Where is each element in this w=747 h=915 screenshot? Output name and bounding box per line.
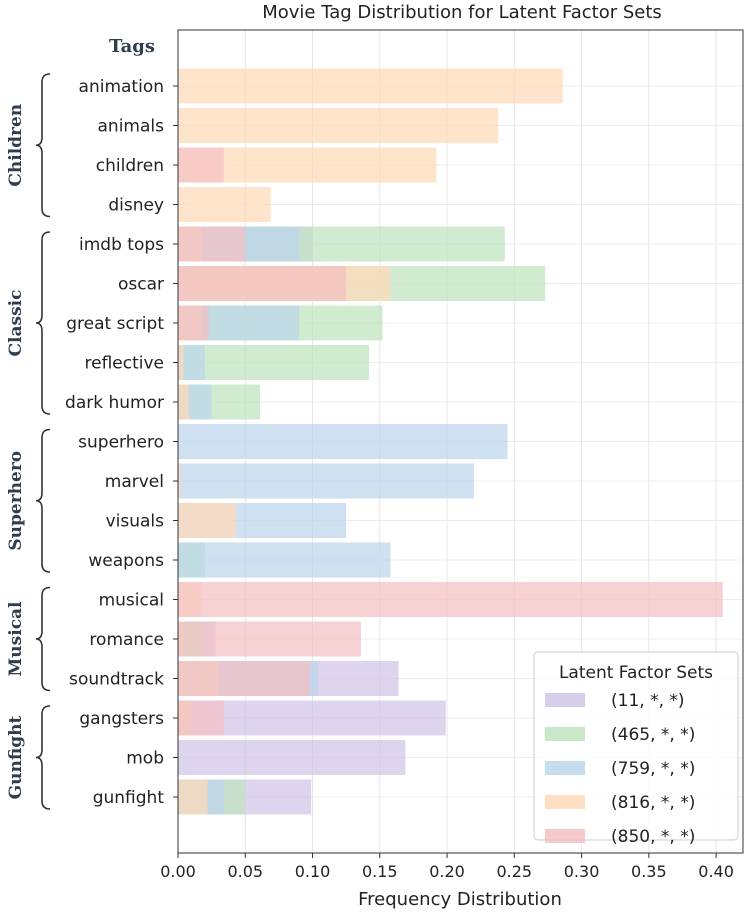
- y-tick-label: great script: [66, 314, 164, 334]
- y-tick-label: oscar: [118, 275, 164, 295]
- bar: [178, 740, 406, 775]
- bars: [178, 68, 723, 815]
- bar: [178, 108, 499, 143]
- group-bracket: [35, 705, 51, 810]
- bar: [178, 700, 224, 736]
- legend-swatch: [545, 727, 585, 741]
- y-tick-label: gangsters: [79, 709, 164, 729]
- y-tick-label: romance: [89, 630, 164, 650]
- chart-title: Movie Tag Distribution for Latent Factor…: [262, 2, 662, 23]
- y-tick-label: animals: [98, 117, 165, 137]
- bar: [178, 661, 310, 696]
- group-bracket: [35, 73, 51, 218]
- y-tick-label: mob: [126, 749, 164, 769]
- bar: [178, 345, 370, 380]
- y-tick-label: animation: [79, 77, 164, 97]
- legend-swatch: [545, 829, 585, 843]
- group-label: Gunfight: [6, 716, 26, 800]
- x-tick-label: 0.05: [227, 862, 263, 881]
- group-label: Classic: [6, 290, 26, 357]
- x-tick-label: 0.15: [362, 862, 398, 881]
- bar: [178, 424, 508, 459]
- bar: [178, 266, 347, 301]
- group-bracket: [35, 428, 51, 573]
- x-tick-label: 0.30: [564, 862, 600, 881]
- bar: [178, 68, 563, 104]
- group-bracket: [35, 231, 51, 415]
- group-label: Children: [6, 104, 26, 187]
- legend-entry-label: (850, *, *): [611, 827, 695, 847]
- bar: [178, 345, 184, 380]
- x-tick-label: 0.40: [698, 862, 734, 881]
- y-tick-label: reflective: [85, 354, 165, 374]
- y-tick-label: disney: [108, 196, 164, 216]
- y-tick-label: soundtrack: [69, 670, 164, 690]
- legend-swatch: [545, 795, 585, 809]
- x-tick-label: 0.35: [631, 862, 667, 881]
- y-tick-label: imdb tops: [79, 235, 164, 255]
- bar: [178, 621, 361, 657]
- bar: [178, 147, 224, 183]
- y-tick-label: dark humor: [65, 393, 164, 413]
- bar: [178, 463, 474, 499]
- y-tick-label: weapons: [88, 551, 164, 571]
- bar: [178, 582, 723, 617]
- y-tick-label: marvel: [105, 472, 164, 492]
- legend-swatch: [545, 761, 585, 775]
- x-tick-label: 0.25: [496, 862, 532, 881]
- legend: Latent Factor Sets (11, *, *) (465, *, *)…: [533, 651, 739, 847]
- bar: [178, 226, 246, 262]
- x-axis-label: Frequency Distribution: [358, 889, 562, 910]
- x-tick-label: 0.10: [295, 862, 331, 881]
- tag-groups: Children Classic Superhero Musical Gunfight: [6, 73, 51, 810]
- legend-entry-label: (759, *, *): [611, 759, 695, 779]
- group-bracket: [35, 586, 51, 692]
- y-tick-label: superhero: [78, 433, 164, 453]
- x-tick-label: 0.00: [160, 862, 196, 881]
- bar: [178, 187, 271, 222]
- y-tick-label: visuals: [106, 512, 165, 532]
- legend-swatch: [545, 693, 585, 707]
- legend-entry-label: (816, *, *): [611, 793, 695, 813]
- y-axis-title: Tags: [109, 36, 155, 57]
- y-axis: animation animals children disney imdb tops o…: [65, 77, 178, 808]
- bar: [178, 384, 189, 420]
- legend-entry-label: (465, *, *): [611, 725, 695, 745]
- bar: [178, 779, 208, 815]
- group-label: Musical: [6, 601, 26, 677]
- bar: [178, 305, 209, 341]
- bar: [178, 542, 391, 578]
- legend-title: Latent Factor Sets: [559, 663, 713, 683]
- y-tick-label: children: [96, 156, 164, 176]
- legend-entry-label: (11, *, *): [611, 691, 685, 711]
- y-tick-label: gunfight: [93, 788, 165, 808]
- bar: [178, 503, 236, 538]
- y-tick-label: musical: [99, 591, 164, 611]
- bar: [178, 463, 181, 499]
- x-tick-label: 0.20: [429, 862, 465, 881]
- group-label: Superhero: [6, 451, 26, 551]
- x-axis: 0.00 0.05 0.10 0.15 0.20 0.25 0.30 0.35 0.40: [160, 853, 734, 881]
